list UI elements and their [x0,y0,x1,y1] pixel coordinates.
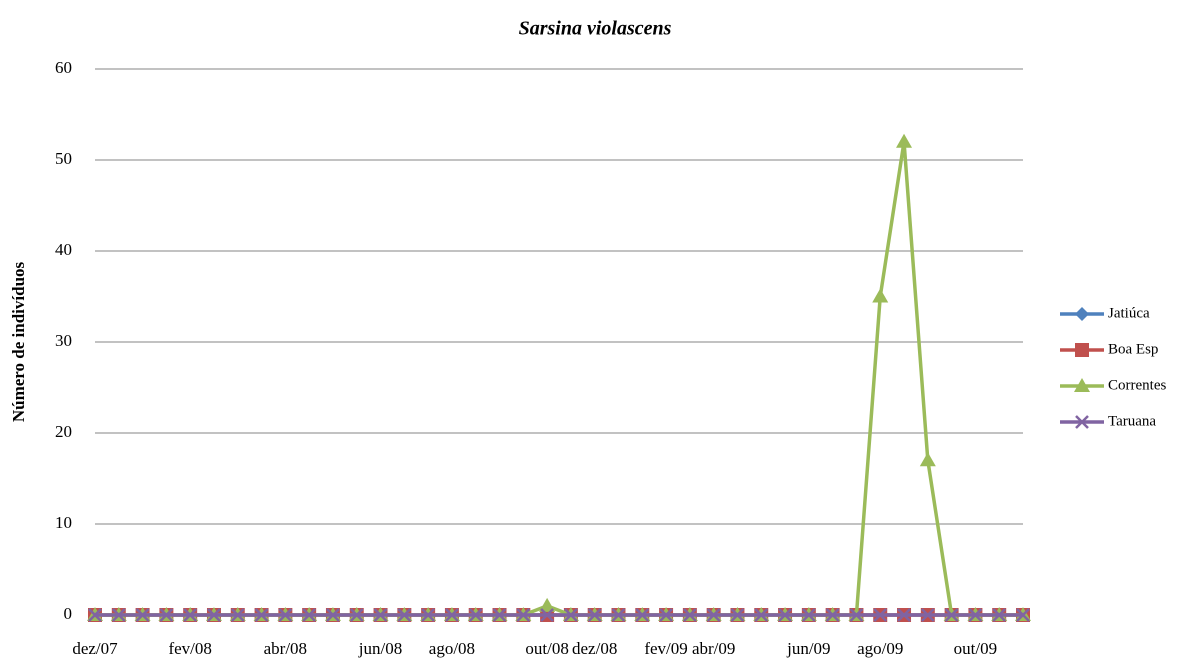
data-point [730,608,745,622]
data-point [1016,608,1030,622]
data-point [326,608,340,622]
y-tick-label: 10 [55,513,72,532]
x-tick-label: dez/08 [572,639,617,658]
x-tick-label: abr/08 [264,639,307,658]
x-tick-label: out/08 [525,639,568,658]
data-point [897,608,911,622]
legend-label: Taruana [1108,413,1156,429]
data-point [919,452,936,467]
data-point [539,597,556,612]
data-point [111,608,126,622]
data-point [968,608,983,622]
legend-marker [1075,343,1089,357]
data-point [302,608,317,622]
data-point [230,608,245,622]
x-tick-label: fev/08 [168,639,211,658]
data-point [682,608,697,622]
data-point [801,608,816,622]
data-point [421,608,436,622]
data-point [135,608,150,622]
data-point [278,608,293,622]
data-point [397,608,412,622]
y-tick-label: 50 [55,149,72,168]
data-point [920,608,935,622]
data-point [587,608,602,622]
chart-title: Sarsina violascens [519,18,672,40]
data-point [159,608,174,622]
legend-marker [1075,307,1089,321]
y-tick-label: 40 [55,240,72,259]
y-tick-label: 20 [55,422,72,441]
data-point [468,608,483,622]
data-point [706,608,721,622]
data-point [254,608,269,622]
x-tick-label: abr/09 [692,639,735,658]
data-point [659,608,673,622]
y-tick-label: 60 [55,58,72,77]
x-tick-label: ago/09 [857,639,903,658]
data-point [183,608,198,622]
data-point [778,608,792,622]
data-point [754,608,769,622]
data-point [635,608,650,622]
x-tick-label: jun/09 [786,639,830,658]
data-point [445,608,459,622]
data-point [373,608,388,622]
y-tick-label: 0 [64,604,73,623]
series-line [95,140,1023,617]
data-point [873,608,888,622]
data-point [992,608,1007,622]
data-point [88,608,102,622]
legend-label: Boa Esp [1108,341,1158,357]
legend-marker [1074,378,1090,392]
data-point [492,608,507,622]
data-point [849,608,864,622]
data-point [872,288,889,303]
data-point [825,608,840,622]
data-point [516,608,531,622]
y-axis-label: Número de indivíduos [9,261,28,422]
data-point [944,608,959,622]
x-tick-label: out/09 [954,639,997,658]
x-tick-label: fev/09 [644,639,687,658]
data-point [896,133,913,148]
legend-label: Correntes [1108,377,1166,393]
y-tick-label: 30 [55,331,72,350]
data-point [349,608,364,622]
data-point [207,608,221,622]
legend-label: Jatiúca [1108,305,1150,321]
data-point [611,608,626,622]
x-tick-label: dez/07 [72,639,118,658]
data-point [540,608,554,622]
data-point [564,608,578,622]
x-tick-label: jun/08 [358,639,402,658]
x-tick-label: ago/08 [429,639,475,658]
legend-marker [1075,415,1089,429]
